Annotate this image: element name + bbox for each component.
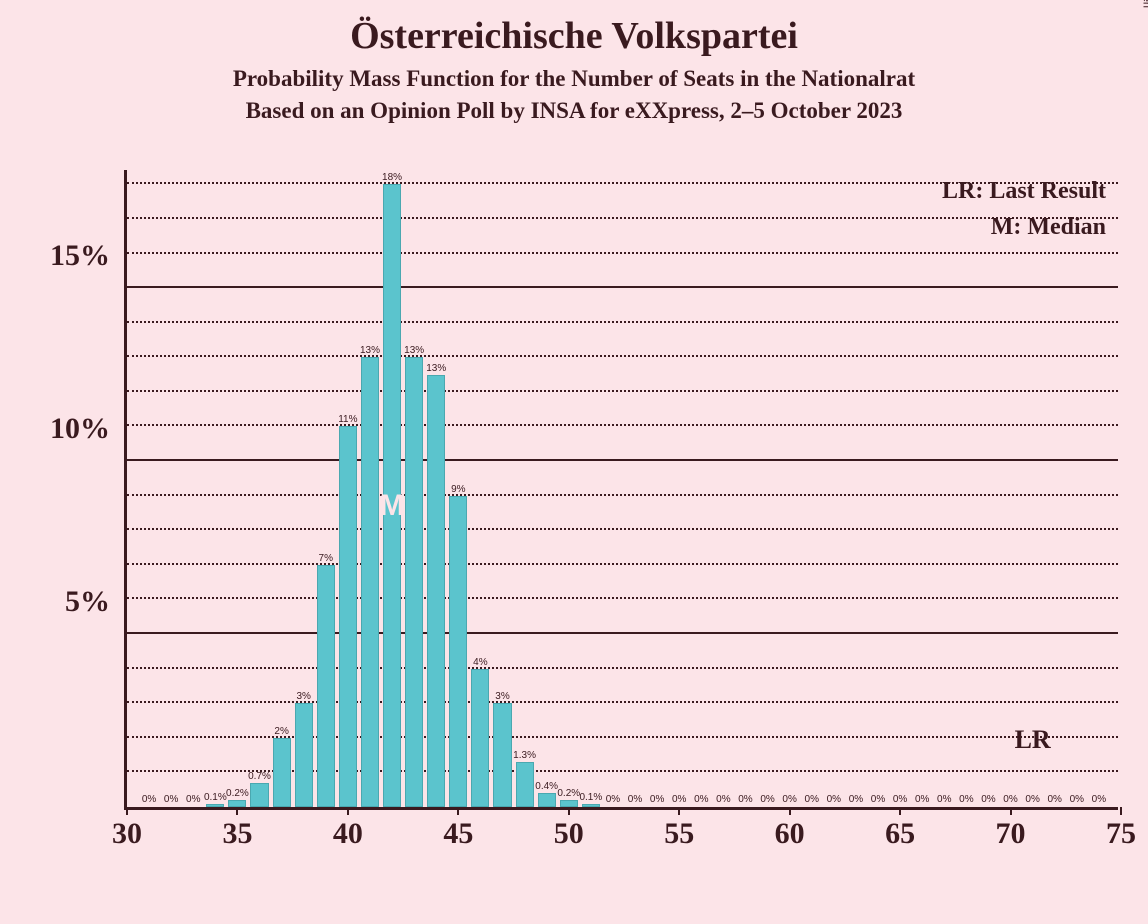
- bar-label: 13%: [360, 345, 380, 358]
- x-axis-label: 30: [112, 807, 142, 851]
- bar: 4%: [471, 669, 489, 807]
- bar: 0.7%: [250, 783, 268, 807]
- bar-label: 0%: [805, 794, 819, 807]
- bar-label: 0.2%: [557, 788, 580, 801]
- x-axis-label: 65: [885, 807, 915, 851]
- bar-label: 0%: [694, 794, 708, 807]
- bar-label: 0%: [782, 794, 796, 807]
- bar: 9%: [449, 496, 467, 807]
- chart-header: Österreichische Volkspartei Probability …: [0, 0, 1148, 124]
- bar-label: 13%: [404, 345, 424, 358]
- bar-label: 0%: [760, 794, 774, 807]
- bar-label: 0%: [164, 794, 178, 807]
- x-axis-label: 50: [554, 807, 584, 851]
- bar: 0.1%: [582, 804, 600, 807]
- bar: 0.2%: [560, 800, 578, 807]
- bar-label: 1.3%: [513, 750, 536, 763]
- bar-label: 0%: [142, 794, 156, 807]
- bar-label: 0%: [186, 794, 200, 807]
- bar: 3%: [493, 703, 511, 807]
- median-marker: M: [380, 489, 405, 523]
- bar: 2%: [273, 738, 291, 807]
- bar-label: 0%: [650, 794, 664, 807]
- bar: 1.3%: [516, 762, 534, 807]
- bar-label: 0%: [738, 794, 752, 807]
- x-axis-label: 35: [222, 807, 252, 851]
- x-axis-label: 55: [664, 807, 694, 851]
- bar-label: 0%: [827, 794, 841, 807]
- chart-subtitle-1: Probability Mass Function for the Number…: [0, 66, 1148, 92]
- lr-marker: LR: [1015, 725, 1051, 755]
- bar-label: 0.1%: [204, 792, 227, 805]
- bar-label: 0%: [937, 794, 951, 807]
- bar-label: 0.2%: [226, 788, 249, 801]
- bar-label: 0%: [1070, 794, 1084, 807]
- bar-label: 4%: [473, 657, 487, 670]
- bar: 13%: [405, 357, 423, 807]
- bar-label: 0%: [1003, 794, 1017, 807]
- bar-label: 3%: [495, 691, 509, 704]
- bar: 3%: [295, 703, 313, 807]
- bar-label: 0.7%: [248, 771, 271, 784]
- bar: 0.2%: [228, 800, 246, 807]
- bar: 13%: [427, 375, 445, 807]
- bar-label: 0%: [893, 794, 907, 807]
- bar: 7%: [317, 565, 335, 807]
- plot-area: LR: Last Result M: Median 5%10%15% 0%0%0…: [124, 170, 1118, 810]
- bar-label: 0.1%: [579, 792, 602, 805]
- bar-label: 0%: [628, 794, 642, 807]
- bar: 0.4%: [538, 793, 556, 807]
- bar-label: 3%: [296, 691, 310, 704]
- bar-label: 0%: [915, 794, 929, 807]
- bars-container: 0%0%0%0.1%0.2%0.7%2%3%7%11%13%18%13%13%9…: [127, 170, 1118, 807]
- chart-subtitle-2: Based on an Opinion Poll by INSA for eXX…: [0, 98, 1148, 124]
- copyright-text: © 2023 Filip van Laenen: [1140, 0, 1148, 8]
- bar-label: 0%: [1025, 794, 1039, 807]
- bar-label: 0%: [672, 794, 686, 807]
- bar-label: 9%: [451, 484, 465, 497]
- y-axis-label: 15%: [50, 239, 110, 273]
- bar-label: 0%: [1092, 794, 1106, 807]
- bar-label: 13%: [426, 363, 446, 376]
- bar: 13%: [361, 357, 379, 807]
- bar-label: 0%: [716, 794, 730, 807]
- x-axis-label: 40: [333, 807, 363, 851]
- bar-label: 0%: [606, 794, 620, 807]
- bar-label: 18%: [382, 172, 402, 185]
- bar-label: 0%: [981, 794, 995, 807]
- x-axis-label: 45: [443, 807, 473, 851]
- bar-label: 2%: [274, 726, 288, 739]
- x-axis-label: 60: [775, 807, 805, 851]
- bar-label: 0%: [871, 794, 885, 807]
- y-axis-label: 5%: [65, 585, 110, 619]
- chart-title: Österreichische Volkspartei: [0, 14, 1148, 58]
- x-axis-label: 70: [996, 807, 1026, 851]
- bar-label: 0.4%: [535, 781, 558, 794]
- bar-label: 11%: [338, 414, 357, 427]
- bar: 11%: [339, 426, 357, 807]
- x-axis-label: 75: [1106, 807, 1136, 851]
- bar-label: 0%: [959, 794, 973, 807]
- bar-label: 0%: [1047, 794, 1061, 807]
- bar-label: 0%: [849, 794, 863, 807]
- bar-label: 7%: [319, 553, 333, 566]
- y-axis-label: 10%: [50, 412, 110, 446]
